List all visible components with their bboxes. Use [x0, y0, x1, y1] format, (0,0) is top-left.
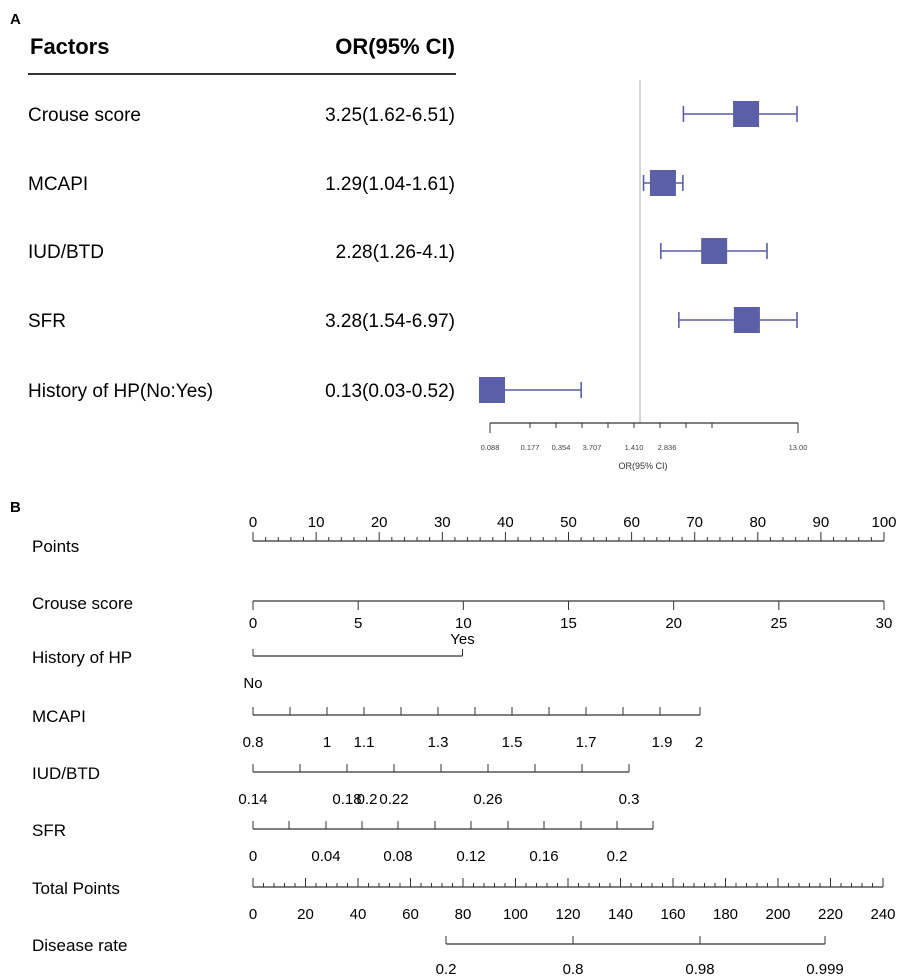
nomogram-tick-label: 25	[770, 615, 787, 632]
nomogram-tick-label: 80	[455, 906, 472, 923]
nomogram-tick-label: 1.3	[428, 734, 449, 751]
nomogram-tick-label: 1	[323, 734, 331, 751]
nomogram-tick-label: 0	[249, 906, 257, 923]
factor-label: Crouse score	[28, 105, 141, 126]
nomogram-tick-label: 0.2	[357, 791, 378, 808]
or-value: 0.13(0.03-0.52)	[325, 381, 455, 402]
nomogram-axis-name: Total Points	[32, 879, 120, 898]
or-marker	[479, 377, 505, 403]
header-or: OR(95% CI)	[335, 34, 455, 59]
nomogram-tick-label: 0	[249, 848, 257, 865]
nomogram-tick-label: 220	[818, 906, 843, 923]
nomogram-tick-label: 90	[813, 514, 830, 531]
nomogram-tick-label: Yes	[450, 631, 474, 648]
nomogram-tick-label: 2	[695, 734, 703, 751]
nomogram-axis-name: Disease rate	[32, 936, 127, 955]
forest-tick-label: 2.836	[658, 443, 677, 452]
or-marker	[733, 307, 760, 333]
nomogram-tick-label: 240	[870, 906, 895, 923]
or-marker	[701, 238, 728, 264]
nomogram-tick-label: 1.7	[576, 734, 597, 751]
nomogram-axis-name: MCAPI	[32, 707, 86, 726]
panel-a-letter: A	[10, 11, 21, 28]
forest-axis-label: OR(95% CI)	[618, 461, 667, 471]
nomogram-tick-label: 0.04	[311, 848, 340, 865]
nomogram-tick-label: 20	[371, 514, 388, 531]
nomogram-tick-label: 1.9	[652, 734, 673, 751]
factor-label: SFR	[28, 311, 66, 332]
factor-label: MCAPI	[28, 174, 88, 195]
nomogram-tick-label: 30	[876, 615, 893, 632]
nomogram-tick-label: 70	[686, 514, 703, 531]
nomogram-tick-label: 20	[665, 615, 682, 632]
nomogram-tick-label: 0.3	[619, 791, 640, 808]
nomogram-tick-label: 0.98	[685, 961, 714, 978]
forest-tick-label: 0.088	[481, 443, 500, 452]
nomogram-tick-label: 0.16	[529, 848, 558, 865]
nomogram-axis-name: SFR	[32, 821, 66, 840]
nomogram-tick-label: 100	[503, 906, 528, 923]
or-marker	[649, 170, 676, 196]
forest-rows: Crouse score 3.25(1.62-6.51) MCAPI 1.29(1.0…	[28, 105, 455, 402]
nomogram-tick-label: 1.1	[354, 734, 375, 751]
nomogram-tick-label: 0.2	[436, 961, 457, 978]
panel-b-letter: B	[10, 499, 21, 516]
nomogram-tick-label: 60	[402, 906, 419, 923]
nomogram-tick-label: 40	[497, 514, 514, 531]
or-value: 2.28(1.26-4.1)	[336, 242, 455, 263]
nomogram-tick-label: 0.12	[456, 848, 485, 865]
forest-tick-label: 0.177	[521, 443, 540, 452]
nomogram-tick-label: 0.2	[607, 848, 628, 865]
nomogram-tick-label: 0.22	[379, 791, 408, 808]
nomogram-tick-label: 0.14	[238, 791, 267, 808]
nomogram-axis-name: Points	[32, 537, 79, 556]
nomogram-tick-label: 0.8	[243, 734, 264, 751]
forest-plot	[479, 80, 798, 423]
nomogram-tick-label: 100	[871, 514, 896, 531]
nomogram-axis-name: Crouse score	[32, 594, 133, 613]
header-factors: Factors	[30, 34, 109, 59]
nomogram-tick-label: 0.8	[563, 961, 584, 978]
nomogram-tick-label: 120	[555, 906, 580, 923]
nomogram-tick-label: 200	[765, 906, 790, 923]
nomogram-tick-label: 160	[660, 906, 685, 923]
forest-tick-label: 13.00	[789, 443, 808, 452]
nomogram-axis-name: History of HP	[32, 648, 132, 667]
forest-tick-label: 1.410	[625, 443, 644, 452]
nomogram-tick-label: 50	[560, 514, 577, 531]
nomogram-tick-label: 10	[308, 514, 325, 531]
forest-axis: 0.088 0.177 0.354 3.707 1.410 2.836 13.00	[481, 422, 808, 452]
nomogram-tick-label: 15	[560, 615, 577, 632]
nomogram-tick-label: 20	[297, 906, 314, 923]
forest-tick-label: 3.707	[583, 443, 602, 452]
nomogram-tick-label: 0.08	[383, 848, 412, 865]
factor-label: IUD/BTD	[28, 242, 104, 263]
nomogram-tick-label: 180	[713, 906, 738, 923]
forest-tick-label: 0.354	[552, 443, 571, 452]
nomogram-tick-label: 80	[749, 514, 766, 531]
nomogram-tick-label: 140	[608, 906, 633, 923]
or-marker	[733, 101, 760, 127]
nomogram-tick-label: 0.999	[806, 961, 844, 978]
nomogram-tick-label: 0	[249, 615, 257, 632]
nomogram-tick-label: 30	[434, 514, 451, 531]
nomogram-tick-label: 0.18	[332, 791, 361, 808]
nomogram-axis-name: IUD/BTD	[32, 764, 100, 783]
nomogram-tick-label: 0.26	[473, 791, 502, 808]
factor-label: History of HP(No:Yes)	[28, 381, 213, 402]
or-value: 3.25(1.62-6.51)	[325, 105, 455, 126]
nomogram-tick-label: 1.5	[502, 734, 523, 751]
or-value: 1.29(1.04-1.61)	[325, 174, 455, 195]
or-value: 3.28(1.54-6.97)	[325, 311, 455, 332]
nomogram-tick-label: 10	[455, 615, 472, 632]
nomogram-tick-label: 40	[350, 906, 367, 923]
nomogram-tick-label: 5	[354, 615, 362, 632]
nomogram-tick-label: 0	[249, 514, 257, 531]
nomogram-tick-label: No	[243, 675, 262, 692]
nomogram-tick-label: 60	[623, 514, 640, 531]
